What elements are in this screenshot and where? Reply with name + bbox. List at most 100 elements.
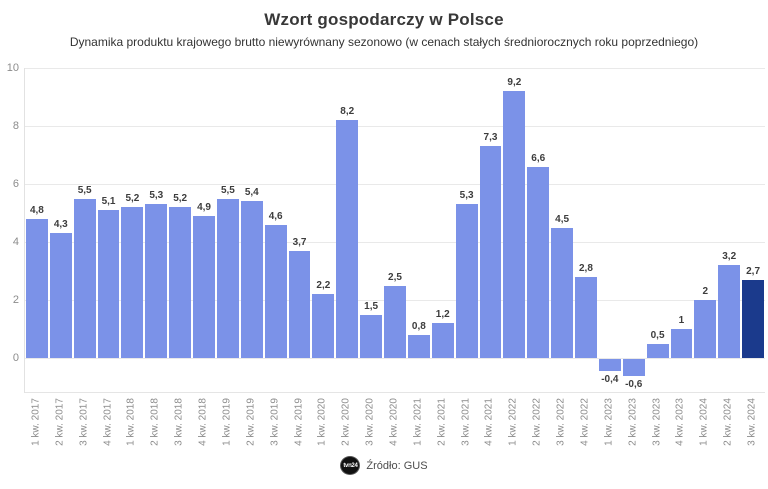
bar: [97, 210, 120, 358]
bar: [598, 359, 621, 371]
bar-value-label: 0,5: [650, 329, 665, 341]
bar-value-label: 4,3: [53, 219, 68, 231]
x-tick-label: 2 kw. 2021: [436, 398, 448, 446]
bar-value-label: 5,3: [459, 190, 474, 202]
bar-value-label: 5,2: [125, 193, 140, 205]
x-tick-label: 3 kw. 2021: [460, 398, 472, 446]
x-tick-label: 2 kw. 2019: [245, 398, 257, 446]
bar: [431, 323, 454, 358]
bar-value-label: 1,2: [435, 309, 450, 321]
bar-value-label: 4,6: [268, 210, 283, 222]
bar: [26, 218, 48, 358]
bar: [73, 198, 96, 358]
x-axis: 1 kw. 2017 2 kw. 2017 3 kw. 2017 4 kw. 2017…: [24, 395, 765, 455]
bar-value-label: 2,5: [388, 271, 402, 283]
y-tick-label: 10: [6, 62, 19, 74]
y-tick-label: 2: [12, 294, 19, 306]
x-tick-label: 1 kw. 2023: [603, 398, 615, 446]
x-tick-label: 3 kw. 2024: [746, 398, 758, 446]
bar: [360, 314, 383, 358]
bar: [527, 166, 550, 358]
bar: [336, 120, 359, 358]
x-tick-label: 3 kw. 2018: [173, 398, 185, 446]
bar-value-label: 3,7: [292, 236, 307, 248]
x-tick-label: 3 kw. 2020: [364, 398, 376, 446]
bar-value-label: -0,4: [601, 373, 619, 385]
x-tick-label: 2 kw. 2017: [54, 398, 66, 446]
bar-value-label: 5,2: [173, 193, 188, 205]
bar-value-label: -0,6: [625, 379, 643, 391]
y-axis: 10 8 6 4 2 0: [0, 62, 19, 393]
x-tick-label: 3 kw. 2022: [555, 398, 567, 446]
x-tick-label: 2 kw. 2018: [149, 398, 161, 446]
bar: [216, 198, 239, 358]
x-tick-label: 1 kw. 2018: [125, 398, 137, 446]
gridline: [25, 358, 765, 359]
bar: [169, 207, 192, 358]
x-tick-label: 2 kw. 2024: [722, 398, 734, 446]
plot-area: 4,8 4,3 5,5 5,1 5,2 5,3 5,2 4,9 5,5 5,4 4,6 3,7 2,2 8…: [24, 68, 765, 393]
bar-value-label: 4,5: [555, 213, 570, 225]
bar-value-label: 2,2: [316, 280, 331, 292]
x-tick-label: 4 kw. 2021: [483, 398, 495, 446]
x-tick-label: 1 kw. 2017: [30, 398, 42, 446]
bar-value-label: 7,3: [483, 132, 498, 144]
bar-value-label: 5,1: [101, 196, 116, 208]
bar-value-label: 2: [702, 286, 709, 297]
bar-value-label: 4,9: [197, 201, 211, 213]
x-tick-label: 1 kw. 2022: [507, 398, 519, 446]
bar: [575, 276, 597, 358]
bar: [49, 233, 72, 358]
x-tick-label: 4 kw. 2017: [102, 398, 114, 446]
bar-value-label: 4,8: [29, 204, 44, 216]
bar-value-label: 1,5: [364, 300, 379, 312]
bar-value-label: 5,4: [244, 187, 259, 199]
bar: [479, 146, 502, 358]
bar: [694, 300, 717, 358]
bar: [718, 265, 741, 358]
bar: [121, 207, 144, 358]
bar: [455, 204, 478, 358]
bar-value-label: 2,7: [746, 265, 761, 277]
bar: [193, 215, 215, 358]
bar-value-label: 5,5: [220, 184, 235, 196]
chart-subtitle: Dynamika produktu krajowego brutto niewy…: [69, 35, 699, 49]
tvn24-logo-icon: tvn24: [340, 456, 361, 475]
x-tick-label: 4 kw. 2018: [197, 398, 209, 446]
bar-value-label: 5,3: [149, 190, 164, 202]
bar-value-label: 3,2: [722, 251, 737, 263]
x-tick-label: 2 kw. 2023: [627, 398, 639, 446]
x-tick-label: 1 kw. 2024: [698, 398, 710, 446]
x-tick-label: 3 kw. 2019: [269, 398, 281, 446]
bar-value-label: 5,5: [77, 184, 92, 196]
bar: [145, 204, 168, 358]
x-tick-label: 4 kw. 2023: [674, 398, 686, 446]
bar: [742, 279, 764, 358]
plot-bottom-line: [25, 392, 765, 393]
bar: [264, 224, 287, 358]
bar: [288, 250, 311, 358]
chart-title: Wzort gospodarczy w Polsce: [264, 10, 504, 29]
source-row: tvn24 Źródło: GUS: [0, 456, 768, 475]
x-tick-label: 2 kw. 2020: [340, 398, 352, 446]
x-tick-label: 4 kw. 2020: [388, 398, 400, 446]
x-tick-label: 1 kw. 2019: [221, 398, 233, 446]
x-tick-label: 4 kw. 2022: [579, 398, 591, 446]
x-tick-label: 2 kw. 2022: [531, 398, 543, 446]
y-tick-label: 4: [12, 236, 19, 248]
bar: [240, 201, 263, 358]
bar-value-label: 9,2: [507, 77, 522, 89]
y-tick-label: 8: [12, 120, 19, 132]
x-tick-label: 1 kw. 2021: [412, 398, 424, 446]
bar: [503, 91, 526, 358]
bar: [384, 285, 406, 358]
bar: [312, 294, 335, 358]
gridline: [25, 68, 765, 69]
bar-value-label: 2,8: [579, 262, 593, 274]
y-tick-label: 6: [12, 178, 19, 190]
x-tick-label: 1 kw. 2020: [316, 398, 328, 446]
y-tick-label: 0: [12, 352, 19, 364]
bar: [551, 227, 574, 358]
gridline: [25, 126, 765, 127]
